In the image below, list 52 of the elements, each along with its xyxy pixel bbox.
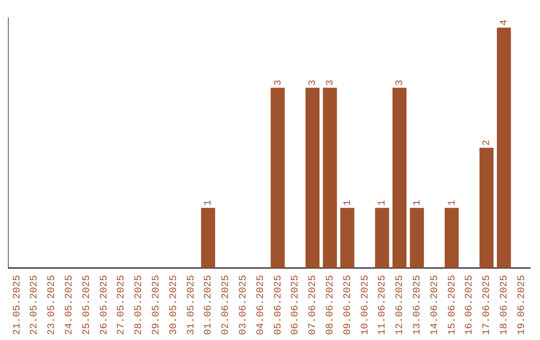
x-tick-label: 28.05.2025: [134, 274, 146, 336]
x-tick-label: 23.05.2025: [47, 274, 58, 336]
bar: [305, 88, 320, 268]
x-tick-label: 16.06.2025: [464, 274, 476, 336]
x-tick-label: 13.06.2025: [412, 274, 424, 336]
x-tick-label: 19.06.2025: [516, 274, 528, 336]
x-tick-label: 17.06.2025: [482, 274, 494, 336]
data-label: 3: [308, 80, 320, 86]
data-label: 3: [395, 80, 406, 86]
x-tick-label: 22.05.2025: [30, 274, 41, 336]
bar: [444, 208, 459, 268]
bar: [322, 88, 337, 268]
x-tick-label: 11.06.2025: [378, 274, 389, 336]
data-label: 1: [447, 200, 458, 206]
data-label: 1: [378, 200, 389, 206]
bar: [340, 208, 354, 268]
bar: [375, 208, 390, 268]
bar: [270, 88, 285, 268]
x-tick-label: 03.06.2025: [238, 274, 250, 336]
bar: [392, 88, 407, 268]
x-tick-label: 04.06.2025: [256, 274, 267, 336]
x-tick-label: 14.06.2025: [430, 274, 441, 336]
x-tick-label: 15.06.2025: [447, 274, 458, 336]
bar: [496, 28, 511, 268]
x-tick-label: 09.06.2025: [342, 274, 354, 336]
x-tick-label: 30.05.2025: [168, 274, 180, 336]
x-tick-label: 18.06.2025: [500, 274, 511, 336]
x-tick-label: 26.05.2025: [99, 274, 110, 336]
x-tick-label: 05.06.2025: [273, 274, 284, 336]
x-tick-label: 10.06.2025: [360, 274, 372, 336]
x-tick-label: 21.05.2025: [12, 274, 24, 336]
data-label: 1: [342, 200, 354, 206]
x-tick-label: 24.05.2025: [64, 274, 76, 336]
x-tick-label: 02.06.2025: [221, 274, 232, 336]
x-tick-label: 12.06.2025: [395, 274, 406, 336]
data-label: 1: [412, 200, 424, 206]
x-tick-label: 29.05.2025: [152, 274, 163, 336]
x-tick-label: 25.05.2025: [82, 274, 93, 336]
x-tick-label: 06.06.2025: [290, 274, 302, 336]
bar: [201, 208, 216, 268]
data-label: 4: [500, 20, 511, 26]
x-tick-label: 08.06.2025: [326, 274, 337, 336]
x-tick-label: 07.06.2025: [308, 274, 320, 336]
data-label: 3: [273, 80, 284, 86]
x-tick-label: 01.06.2025: [204, 274, 215, 336]
data-label: 1: [204, 200, 215, 206]
x-tick-label: 27.05.2025: [116, 274, 128, 336]
bar: [410, 208, 424, 268]
data-label: 3: [326, 80, 337, 86]
data-label: 2: [482, 140, 494, 146]
x-tick-label: 31.05.2025: [186, 274, 198, 336]
bar: [479, 148, 494, 268]
